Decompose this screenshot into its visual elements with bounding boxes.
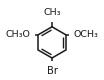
Text: CH₃: CH₃ — [43, 8, 61, 17]
Text: OCH₃: OCH₃ — [74, 30, 98, 39]
Text: CH₃O: CH₃O — [6, 30, 30, 39]
Text: Br: Br — [46, 66, 58, 76]
